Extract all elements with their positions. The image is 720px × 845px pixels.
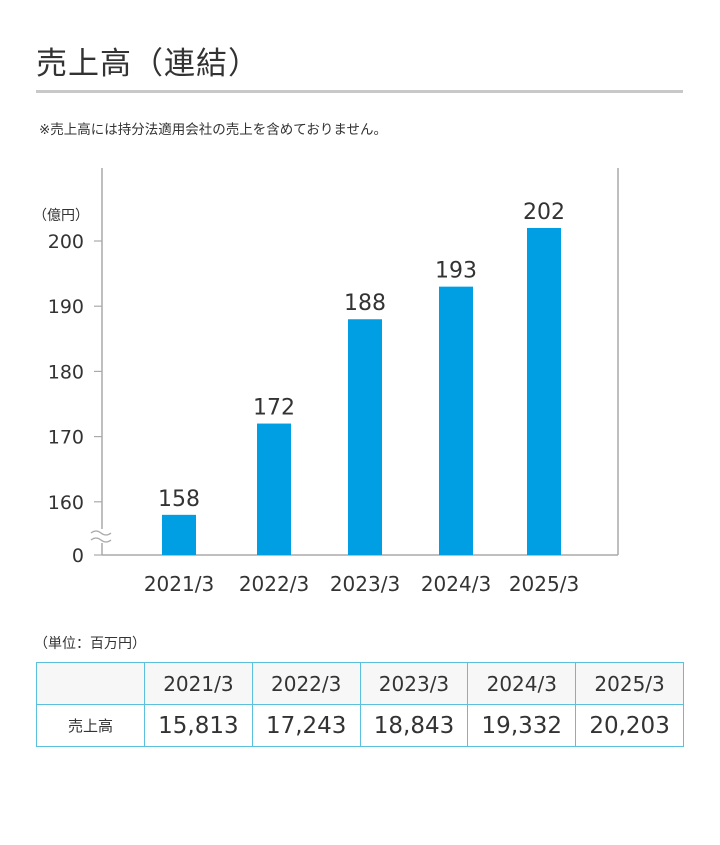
y-tick-label: 0	[72, 545, 84, 567]
table-cell: 15,813	[144, 704, 253, 747]
bar	[348, 319, 382, 555]
y-tick-label: 180	[48, 361, 84, 383]
axis-break-mark	[90, 530, 112, 536]
title-divider	[36, 90, 683, 93]
y-tick-label: 170	[48, 427, 84, 449]
table-header-cell: 2024/3	[467, 662, 577, 705]
footnote: ※売上高には持分法適用会社の売上を含めておりません。	[39, 122, 388, 138]
axis-break-mask	[90, 529, 114, 543]
table-cell: 20,203	[575, 704, 684, 747]
y-tick-label: 190	[48, 296, 84, 318]
table-row: 売上高 15,813 17,243 18,843 19,332 20,203	[36, 704, 684, 747]
table-cell: 18,843	[359, 704, 469, 747]
bar	[439, 286, 473, 555]
y-tick-label: 200	[48, 231, 84, 253]
bar	[257, 423, 291, 555]
table-header-cell: 2021/3	[144, 662, 253, 705]
table-header-cell: 2023/3	[359, 662, 469, 705]
page-title: 売上高（連結）	[36, 46, 260, 82]
y-axis-label: （億円）	[33, 208, 89, 224]
table-unit-label: （単位：百万円）	[34, 636, 146, 652]
table-cell: 19,332	[467, 704, 577, 747]
table-header-cell: 2025/3	[575, 662, 684, 705]
table-row-label: 売上高	[36, 704, 145, 747]
x-tick-label: 2021/3	[144, 572, 214, 596]
table-header-cell: 2022/3	[251, 662, 361, 705]
table-header-cell	[36, 662, 145, 705]
chart-bars	[162, 227, 561, 555]
table-header-row: 2021/3 2022/3 2023/3 2024/3 2025/3	[36, 662, 684, 705]
chart-labels: 0 160 170 180 190 200 （億円） 158 2021/3 172 2022/3 18…	[33, 200, 579, 596]
bar-value-label: 188	[344, 291, 386, 316]
bar-value-label: 158	[158, 487, 200, 512]
table-cell: 17,243	[251, 704, 361, 747]
x-tick-label: 2022/3	[239, 572, 309, 596]
sales-table: 2021/3 2022/3 2023/3 2024/3 2025/3 売上高 1…	[36, 662, 684, 747]
y-tick-label: 160	[48, 492, 84, 514]
x-tick-label: 2024/3	[421, 572, 491, 596]
x-tick-label: 2025/3	[509, 572, 579, 596]
axis-break-mark	[90, 537, 112, 543]
bar	[162, 514, 196, 555]
bar-value-label: 202	[523, 200, 565, 225]
bar	[527, 227, 561, 555]
bar-value-label: 193	[435, 259, 477, 284]
bar-value-label: 172	[253, 396, 295, 421]
bar-chart: 0 160 170 180 190 200 （億円） 158 2021/3 172 2022/3 18…	[33, 168, 619, 596]
x-tick-label: 2023/3	[330, 572, 400, 596]
